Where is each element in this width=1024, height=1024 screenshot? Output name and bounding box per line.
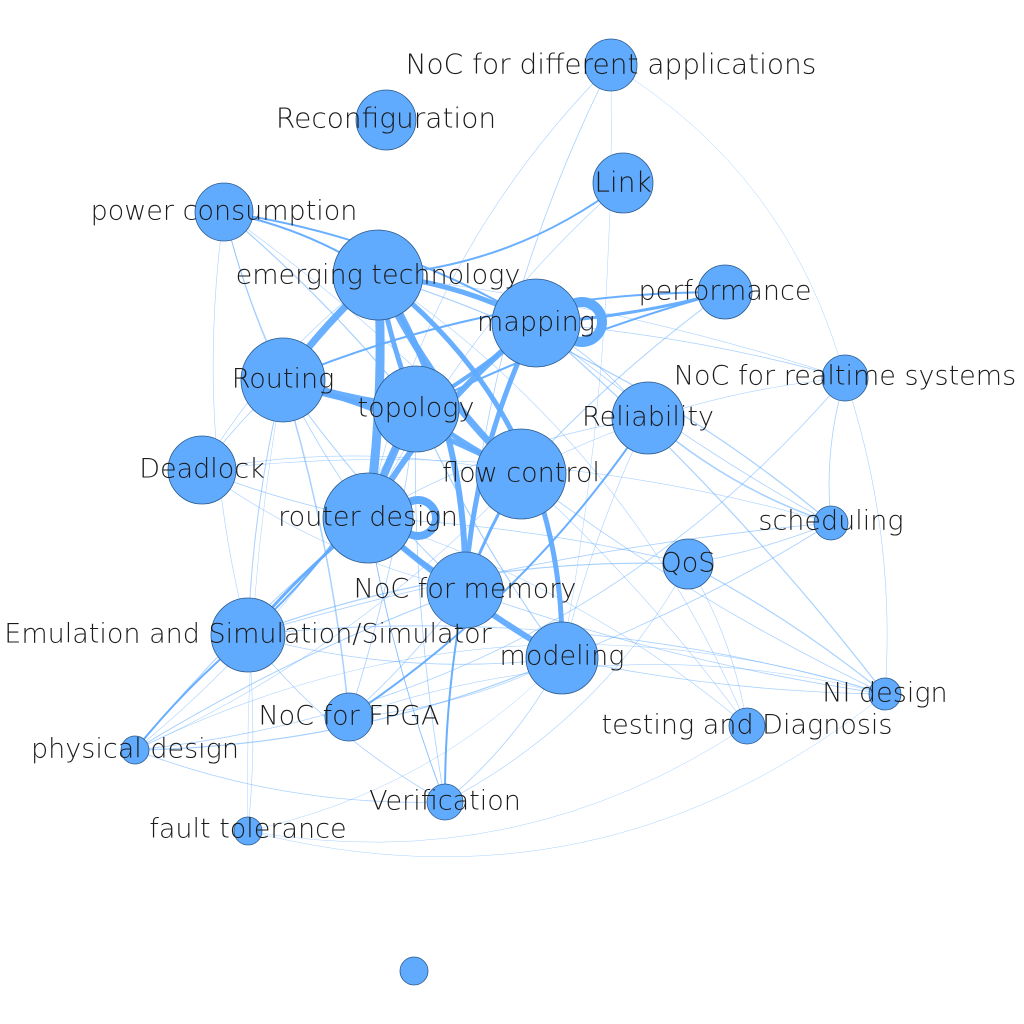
node-label-router: router design xyxy=(278,502,458,533)
node-label-routing: Routing xyxy=(232,364,335,395)
node-performance[interactable] xyxy=(697,264,753,320)
edge-ni-physical xyxy=(134,644,886,751)
node-mapping[interactable] xyxy=(491,278,581,368)
edge-ni-fpga xyxy=(348,664,886,718)
edge-emulation-modeling xyxy=(247,634,563,665)
edge-routing-fpga xyxy=(282,379,350,718)
edge-verification-qos xyxy=(444,563,689,803)
node-label-scheduling: scheduling xyxy=(758,506,903,537)
node-label-fault: fault tolerance xyxy=(149,814,346,845)
node-modeling[interactable] xyxy=(525,621,599,695)
edge-qos-ni xyxy=(687,563,886,695)
node-label-qos: QoS xyxy=(661,548,716,579)
node-label-performance: performance xyxy=(639,276,812,307)
node-label-memory: NoC for memory xyxy=(354,574,577,605)
edge-reliability-fpga xyxy=(348,417,649,718)
node-power[interactable] xyxy=(194,182,254,242)
node-label-reconfig: Reconfiguration xyxy=(276,102,496,135)
edge-realtime-ni xyxy=(844,377,888,695)
node-scheduling[interactable] xyxy=(813,505,849,541)
edge-noc-apps-modeling xyxy=(561,64,612,659)
node-topology[interactable] xyxy=(372,365,460,453)
node-label-ni: NI design xyxy=(822,678,947,709)
node-label-realtime: NoC for realtime systems xyxy=(674,361,1016,392)
node-label-emulation: Emulation and Simulation/Simulator xyxy=(4,619,492,650)
node-label-topology: topology xyxy=(358,393,475,424)
node-label-deadlock: Deadlock xyxy=(139,454,265,485)
node-link[interactable] xyxy=(592,152,654,214)
edge-link-router xyxy=(367,182,624,519)
node-label-modeling: modeling xyxy=(500,641,625,672)
edge-noc-apps-realtime xyxy=(610,64,846,379)
node-routing[interactable] xyxy=(240,337,326,423)
node-label-flow: flow control xyxy=(442,458,600,489)
edge-power-flow xyxy=(223,211,522,475)
edge-modeling-scheduling xyxy=(561,522,832,659)
label-layer: NoC for different applications Reconfigur… xyxy=(4,48,1016,845)
node-fpga[interactable] xyxy=(324,692,374,742)
node-verification[interactable] xyxy=(426,783,464,821)
edge-memory-ni xyxy=(464,589,886,695)
node-router[interactable] xyxy=(322,472,414,564)
node-label-fpga: NoC for FPGA xyxy=(258,701,439,732)
edge-testing-emerging xyxy=(377,274,748,727)
edge-noc-apps-router xyxy=(367,64,612,519)
node-fault[interactable] xyxy=(233,816,263,846)
node-label-noc-apps: NoC for different applications xyxy=(406,48,817,81)
node-memory[interactable] xyxy=(426,551,504,629)
edge-fault-ni xyxy=(247,693,886,858)
edge-flow-ni xyxy=(520,473,886,695)
node-reconfig[interactable] xyxy=(355,89,417,151)
node-label-reliability: Reliability xyxy=(582,402,714,433)
node-ni[interactable] xyxy=(868,677,902,711)
edge-fault-testing xyxy=(247,725,748,843)
node-label-emerging: emerging technology xyxy=(236,260,521,291)
node-label-verification: Verification xyxy=(369,786,521,817)
edge-emerging-realtime xyxy=(377,274,846,379)
edge-physical-verification xyxy=(134,749,446,803)
node-realtime[interactable] xyxy=(821,354,869,402)
node-qos[interactable] xyxy=(662,538,714,590)
edge-scheduling-emulation xyxy=(247,522,832,636)
edge-physical-flow xyxy=(134,473,522,751)
edge-emerging-scheduling xyxy=(377,274,832,524)
node-label-link: Link xyxy=(594,166,651,199)
node-deadlock[interactable] xyxy=(167,435,237,505)
edge-realtime-physical xyxy=(134,377,846,751)
node-label-power: power consumption xyxy=(91,196,358,227)
edge-fault-modeling xyxy=(247,657,563,832)
edge-modeling-ni xyxy=(561,657,886,695)
edge-power-emulation xyxy=(212,211,249,636)
edge-topology-verification xyxy=(414,408,446,803)
node-noc-apps[interactable] xyxy=(584,38,638,92)
node-isolated[interactable] xyxy=(399,956,429,986)
edge-reliability-modeling xyxy=(561,417,649,659)
edge-memory-physical xyxy=(134,589,466,751)
node-label-testing: testing and Diagnosis xyxy=(602,710,893,741)
node-label-physical: physical design xyxy=(31,734,239,765)
node-label-mapping: mapping xyxy=(477,307,595,338)
node-layer xyxy=(120,38,902,986)
node-testing[interactable] xyxy=(728,707,766,745)
edge-physical-topology xyxy=(134,408,417,751)
node-flow[interactable] xyxy=(475,428,567,520)
edge-mapping-ni xyxy=(535,322,886,695)
node-physical[interactable] xyxy=(120,735,150,765)
node-emulation[interactable] xyxy=(210,597,286,673)
node-emerging[interactable] xyxy=(332,229,424,321)
node-reliability[interactable] xyxy=(611,381,685,455)
